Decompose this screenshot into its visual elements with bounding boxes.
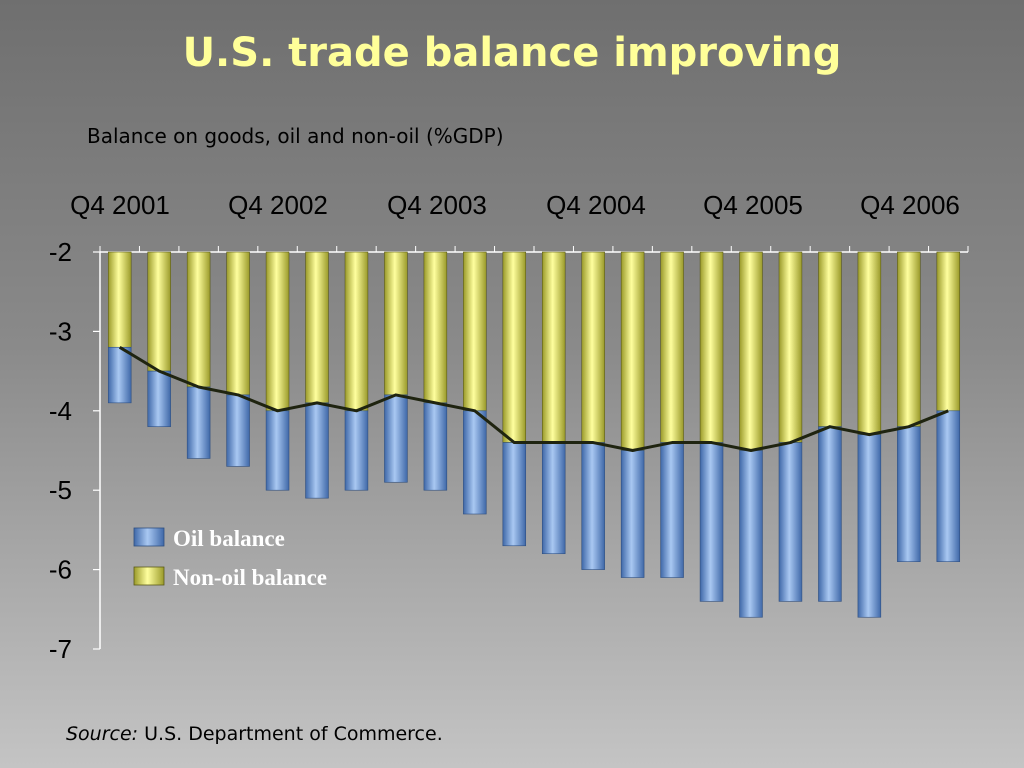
non-oil-bar [857,251,882,435]
oil-bar [699,442,724,602]
oil-bar [463,410,487,515]
non-oil-bar [344,251,369,412]
x-tick-label: Q4 2003 [387,190,487,220]
non-oil-bar [660,251,684,443]
non-oil-bar [265,251,290,412]
x-tick-label: Q4 2005 [703,190,803,220]
y-tick-label: -3 [49,316,72,346]
oil-bar [186,386,211,459]
y-tick-label: -7 [49,634,72,664]
non-oil-bar [541,251,566,443]
oil-bar [857,434,882,618]
non-oil-bar [818,251,842,427]
slide-title: U.S. trade balance improving [182,30,842,76]
chart-subtitle: Balance on goods, oil and non-oil (%GDP) [87,124,504,148]
non-oil-bar [423,251,448,404]
oil-bar [818,426,842,602]
oil-bar [147,370,171,427]
source-label: Source: [66,723,139,745]
non-oil-bar [620,251,645,451]
oil-bar [897,426,921,562]
non-oil-bar [581,251,605,443]
x-tick-label: Q4 2004 [546,190,646,220]
non-oil-bar [897,251,921,427]
non-oil-bar [107,251,132,348]
oil-bar [660,442,684,578]
oil-bar [226,394,250,467]
non-oil-bar [502,251,527,443]
oil-bar [502,442,527,547]
legend-oil-swatch [133,527,165,547]
non-oil-bar [186,251,211,388]
legend-non-oil-swatch [133,566,165,586]
non-oil-balance-line [118,345,949,452]
source-note: Source: U.S. Department of Commerce. [66,723,443,745]
non-oil-bar [226,251,250,396]
non-oil-bar [739,251,763,451]
source-text: U.S. Department of Commerce. [138,723,443,745]
oil-bar [778,442,803,602]
oil-bar [541,442,566,555]
non-oil-bar [699,251,724,443]
oil-bar [265,410,290,491]
oil-bar [384,394,408,483]
x-tick-label: Q4 2001 [70,190,170,220]
y-tick-label: -2 [49,237,72,267]
oil-bar [620,450,645,578]
x-tick-label: Q4 2002 [228,190,328,220]
oil-bar [107,346,132,404]
y-tick-label: -6 [49,555,72,585]
oil-bar [305,402,329,499]
non-oil-bar [305,251,329,404]
legend-oil-label: Oil balance [173,526,285,551]
oil-bar [739,450,763,618]
non-oil-bar [778,251,803,443]
oil-bar [344,410,369,491]
oil-bar [423,402,448,491]
non-oil-bar [463,251,487,412]
x-tick-label: Q4 2006 [860,190,960,220]
oil-bar [936,410,961,562]
non-oil-bar [384,251,408,396]
y-tick-label: -4 [49,396,72,426]
oil-bar [581,442,605,570]
legend-non-oil-label: Non-oil balance [173,565,327,590]
non-oil-bar [147,251,171,372]
non-oil-bar [936,251,961,412]
y-tick-label: -5 [49,475,72,505]
